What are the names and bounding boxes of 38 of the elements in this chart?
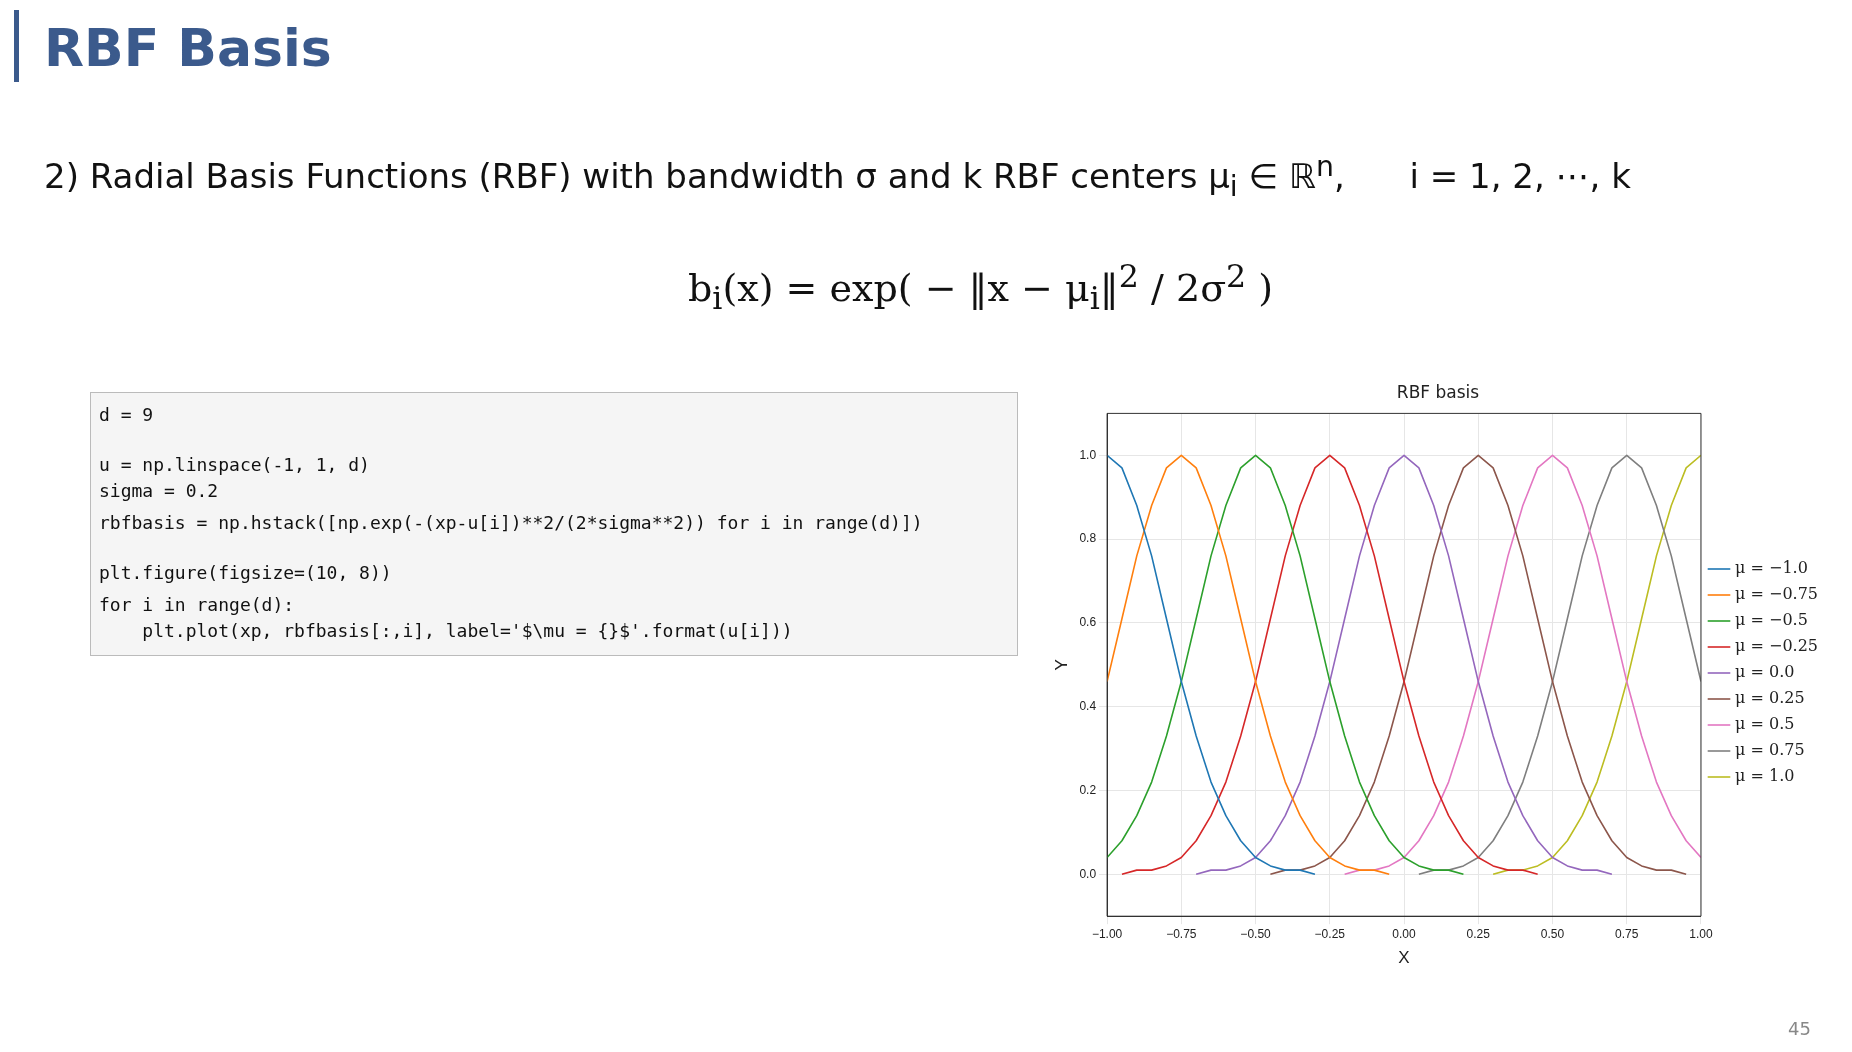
y-tick-label: 0.8 xyxy=(1079,531,1097,546)
legend-label: μ = 0.0 xyxy=(1734,662,1795,682)
text: rbfbasis = np.hstack([np.exp(-(xp-u[i])**2/(2*sigma**2)) for i in range(d)]) xyxy=(99,511,924,535)
text: u = np.linspace(-1, 1, d) xyxy=(99,453,371,477)
legend-label: μ = 1.0 xyxy=(1734,766,1795,786)
x-tick-label: −0.50 xyxy=(1240,926,1272,941)
legend-label: μ = 0.25 xyxy=(1734,688,1805,708)
x-tick-label: −0.75 xyxy=(1166,926,1197,941)
y-tick-label: 1.0 xyxy=(1079,447,1097,462)
text: d = 9 xyxy=(99,403,155,427)
legend-label: μ = −0.25 xyxy=(1734,636,1819,656)
x-tick-label: 0.00 xyxy=(1392,926,1417,941)
text: plt.plot(xp, rbfbasis[:,i], label='$\mu = {}$'.format(u[i])) xyxy=(141,619,794,643)
x-axis-title: X xyxy=(1398,948,1410,968)
y-tick-label: 0.2 xyxy=(1079,782,1097,797)
text: sigma = 0.2 xyxy=(99,479,220,503)
x-tick-label: 0.25 xyxy=(1466,926,1491,941)
legend-label: μ = 0.5 xyxy=(1734,714,1795,734)
legend-label: μ = 0.75 xyxy=(1734,740,1805,760)
y-axis-title: Y xyxy=(1051,659,1071,671)
x-tick-label: 1.00 xyxy=(1689,926,1713,941)
chart-title: RBF basis xyxy=(1396,381,1480,402)
x-tick-label: 0.50 xyxy=(1540,926,1565,941)
legend-label: μ = −0.75 xyxy=(1734,584,1819,604)
x-tick-label: 0.75 xyxy=(1615,926,1639,941)
y-tick-label: 0.6 xyxy=(1079,615,1097,630)
legend-label: μ = −0.5 xyxy=(1734,610,1808,630)
y-tick-label: 0.0 xyxy=(1079,866,1097,881)
text: 2) Radial Basis Functions (RBF) with bandwidth σ and k RBF centers μ$_{i}$ ∈ ℝ$^{n}$, i = 1, 2, ⋯, k xyxy=(44,150,1631,204)
y-tick-label: 0.4 xyxy=(1079,699,1097,714)
text: 45 xyxy=(1788,1018,1811,1039)
x-tick-label: −0.25 xyxy=(1314,926,1346,941)
text: RBF Basis xyxy=(44,18,332,78)
legend-label: μ = −1.0 xyxy=(1734,558,1808,578)
text: plt.figure(figsize=(10, 8)) xyxy=(99,561,393,585)
x-tick-label: −1.00 xyxy=(1091,926,1123,941)
text: for i in range(d): xyxy=(99,593,296,617)
text: b$_{i}$(x) = exp( − ‖x − μ$_{i}$‖$^{2}$ / 2σ$^{2}$ ) xyxy=(688,258,1274,317)
